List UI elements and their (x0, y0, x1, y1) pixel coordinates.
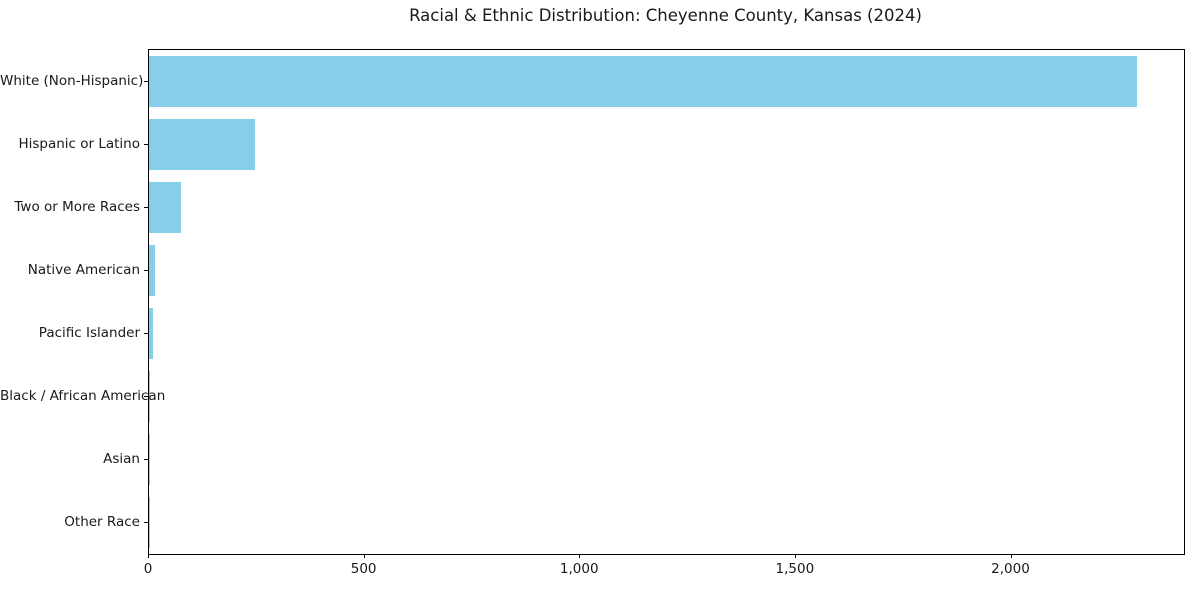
plot-area (148, 49, 1185, 555)
bar (149, 182, 181, 233)
y-axis-tick (144, 458, 148, 460)
x-axis-tick-label: 0 (143, 561, 153, 577)
chart-title: Racial & Ethnic Distribution: Cheyenne C… (409, 6, 922, 25)
bar (149, 245, 156, 296)
bar (149, 119, 256, 170)
y-axis-label: Black / African American (0, 387, 166, 404)
y-axis-label: Asian (103, 450, 140, 467)
y-axis-tick (144, 269, 148, 271)
y-axis-label: Pacific Islander (38, 324, 140, 341)
x-axis-tick-label: 2,000 (991, 561, 1030, 577)
y-axis-tick (144, 395, 148, 397)
y-axis-label: Other Race (64, 513, 140, 530)
y-axis-label: Hispanic or Latino (18, 135, 140, 152)
y-axis-tick (144, 206, 148, 208)
bar (149, 434, 150, 485)
y-axis-tick (144, 143, 148, 145)
y-axis-label: White (Non-Hispanic) (0, 72, 144, 89)
x-axis-tick (148, 554, 149, 558)
bar (149, 56, 1137, 107)
y-axis-label: Two or More Races (14, 198, 140, 215)
x-axis-tick-label: 500 (350, 561, 377, 577)
bar (149, 497, 150, 548)
x-axis-tick-label: 1,500 (775, 561, 815, 577)
y-axis-tick (144, 332, 148, 334)
bar (149, 371, 151, 422)
y-axis-label: Native American (27, 261, 140, 278)
x-axis-tick (579, 554, 581, 558)
x-axis-tick (794, 554, 796, 558)
bar (149, 308, 153, 359)
y-axis-tick (144, 521, 148, 523)
x-axis-tick (1010, 554, 1012, 558)
x-axis-tick-label: 1,000 (559, 561, 599, 577)
y-axis-tick (144, 80, 148, 82)
x-axis-tick (363, 554, 365, 558)
